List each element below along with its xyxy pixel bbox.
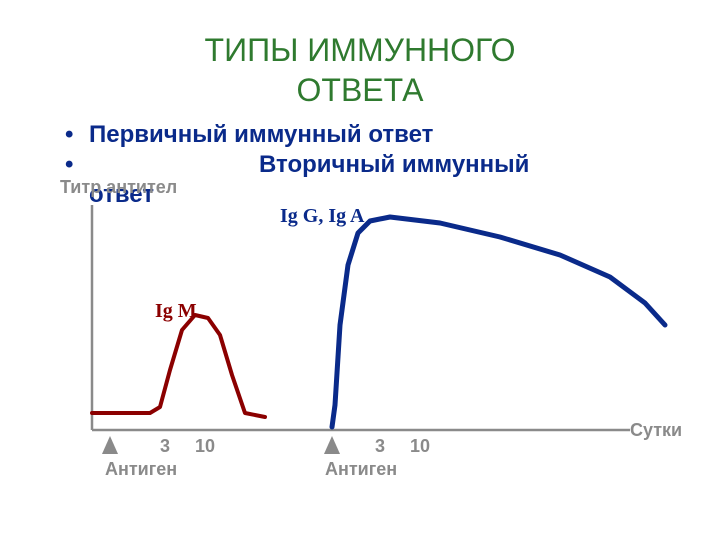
series-IgM xyxy=(92,315,265,417)
label-ig-m: Ig M xyxy=(155,300,197,323)
series-IgG xyxy=(332,217,665,427)
bullet-1: Первичный иммунный ответ xyxy=(65,120,529,150)
tick-10-2: 10 xyxy=(410,436,430,456)
tick-3-1: 3 xyxy=(160,436,170,456)
tick-10-1: 10 xyxy=(195,436,215,456)
label-ig-g-a: Ig G, Ig A xyxy=(280,205,364,228)
bullet-2-text-a: Вторичный иммунный xyxy=(259,151,529,178)
antigen-arrow-2 xyxy=(324,436,340,454)
chart: 3 10 Антиген 3 10 Антиген xyxy=(70,195,680,485)
antigen-label-1: Антиген xyxy=(105,459,177,479)
tick-3-2: 3 xyxy=(375,436,385,456)
title-line2: ОТВЕТА xyxy=(297,72,424,108)
title-line1: ТИПЫ ИММУННОГО xyxy=(205,32,516,68)
antigen-arrow-1 xyxy=(102,436,118,454)
antigen-label-2: Антиген xyxy=(325,459,397,479)
slide-title: ТИПЫ ИММУННОГО ОТВЕТА xyxy=(0,30,720,110)
bullet-1-text: Первичный иммунный ответ xyxy=(89,121,433,148)
